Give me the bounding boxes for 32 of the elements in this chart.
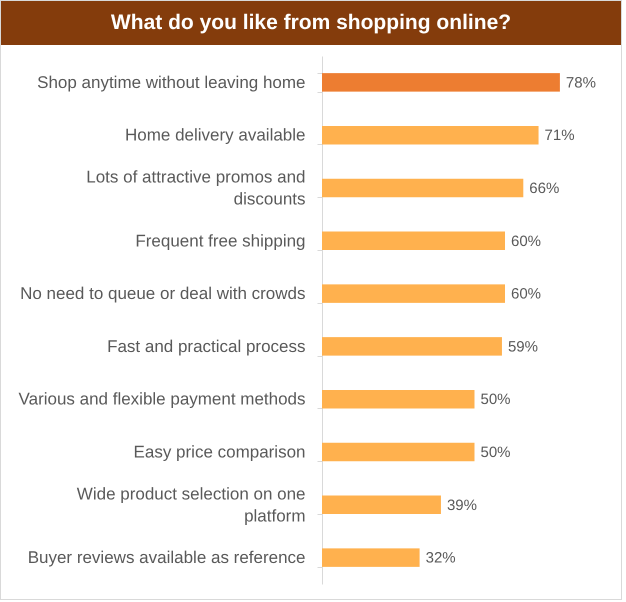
data-label: 66% — [529, 180, 560, 197]
bar — [322, 178, 524, 198]
y-tick-label: Shop anytime without leaving home — [37, 72, 306, 92]
y-tick-label: Home delivery available — [125, 126, 306, 145]
data-label: 78% — [566, 74, 596, 92]
data-label: 32% — [426, 550, 456, 567]
data-label: 60% — [511, 286, 542, 303]
y-tick-label: No need to queue or deal with crowds — [20, 284, 306, 304]
data-label: 71% — [544, 127, 575, 144]
data-label: 50% — [480, 391, 511, 408]
data-label: 59% — [508, 338, 538, 356]
y-tick-label: Buyer reviews available as reference — [28, 548, 306, 568]
data-label: 39% — [446, 496, 477, 514]
bar — [322, 73, 560, 92]
bar — [322, 126, 539, 144]
y-tick-label: Easy price comparison — [134, 442, 306, 462]
bar — [322, 442, 474, 462]
y-tick-label: Wide product selection on one platform — [76, 484, 306, 526]
y-tick-label: Various and flexible payment methods — [18, 390, 306, 409]
bar — [322, 548, 420, 567]
bar — [322, 390, 474, 408]
data-label: 60% — [511, 232, 542, 250]
bar — [322, 284, 505, 303]
bar — [322, 496, 441, 514]
y-tick-label: Fast and practical process — [107, 336, 306, 356]
chart-title: What do you like from shopping online? — [110, 11, 512, 35]
title-banner: What do you like from shopping online? — [1, 1, 621, 45]
data-label: 50% — [480, 444, 511, 461]
bar — [322, 232, 505, 250]
y-tick-label: Frequent free shipping — [135, 231, 306, 250]
y-tick-label: Lots of attractive promos and discounts — [86, 168, 306, 208]
bar — [322, 337, 502, 356]
